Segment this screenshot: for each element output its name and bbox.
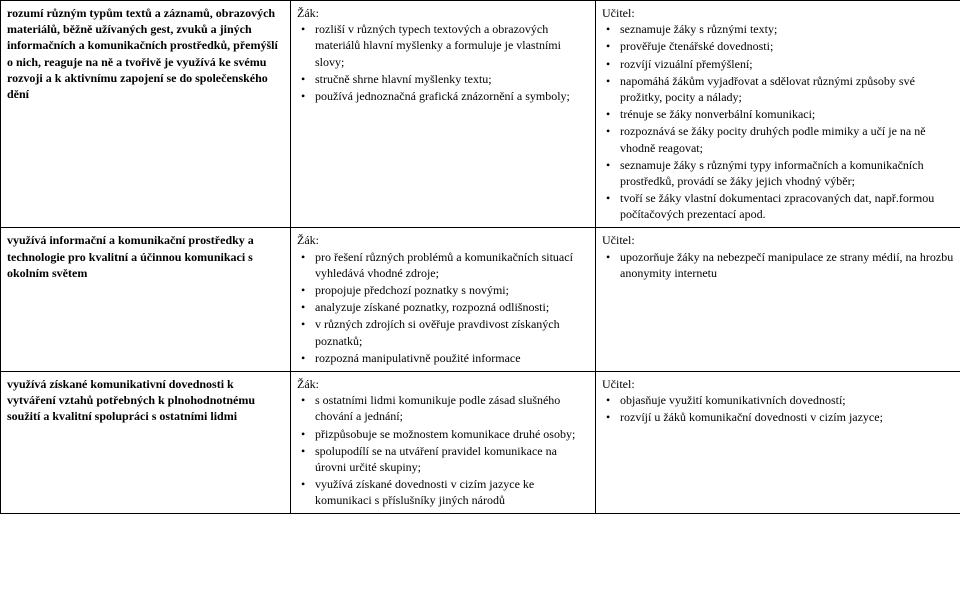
- student-list: pro řešení různých problémů a komunikačn…: [297, 249, 589, 366]
- cell-teacher: Učitel: objasňuje využití komunikativníc…: [596, 371, 960, 514]
- list-item: napomáhá žákům vyjadřovat a sdělovat růz…: [602, 73, 954, 105]
- list-item: rozpozná manipulativně použité informace: [297, 350, 589, 366]
- cell-teacher: Učitel: upozorňuje žáky na nebezpečí man…: [596, 228, 960, 372]
- student-list: s ostatními lidmi komunikuje podle zásad…: [297, 392, 589, 508]
- teacher-label: Učitel:: [602, 5, 954, 21]
- teacher-list: upozorňuje žáky na nebezpečí manipulace …: [602, 249, 954, 281]
- list-item: spolupodílí se na utváření pravidel komu…: [297, 443, 589, 475]
- list-item: analyzuje získané poznatky, rozpozná odl…: [297, 299, 589, 315]
- list-item: propojuje předchozí poznatky s novými;: [297, 282, 589, 298]
- list-item: přizpůsobuje se možnostem komunikace dru…: [297, 426, 589, 442]
- list-item: rozliší v různých typech textových a obr…: [297, 21, 589, 70]
- cell-competency: rozumí různým typům textů a záznamů, obr…: [1, 1, 291, 228]
- cell-competency: využívá získané komunikativní dovednosti…: [1, 371, 291, 514]
- list-item: trénuje se žáky nonverbální komunikaci;: [602, 106, 954, 122]
- teacher-list: seznamuje žáky s různými texty; prověřuj…: [602, 21, 954, 222]
- cell-student: Žák: rozliší v různých typech textových …: [291, 1, 596, 228]
- student-label: Žák:: [297, 376, 589, 392]
- teacher-label: Učitel:: [602, 376, 954, 392]
- list-item: stručně shrne hlavní myšlenky textu;: [297, 71, 589, 87]
- competency-text: využívá získané komunikativní dovednosti…: [7, 376, 284, 425]
- cell-student: Žák: pro řešení různých problémů a komun…: [291, 228, 596, 372]
- competency-text: rozumí různým typům textů a záznamů, obr…: [7, 5, 284, 102]
- cell-student: Žák: s ostatními lidmi komunikuje podle …: [291, 371, 596, 514]
- list-item: rozvíjí vizuální přemýšlení;: [602, 56, 954, 72]
- list-item: rozpoznává se žáky pocity druhých podle …: [602, 123, 954, 155]
- teacher-label: Učitel:: [602, 232, 954, 248]
- competency-text: využívá informační a komunikační prostře…: [7, 232, 284, 281]
- content-table: rozumí různým typům textů a záznamů, obr…: [0, 0, 960, 514]
- list-item: používá jednoznačná grafická znázornění …: [297, 88, 589, 104]
- student-label: Žák:: [297, 232, 589, 248]
- list-item: objasňuje využití komunikativních dovedn…: [602, 392, 954, 408]
- table-row: využívá získané komunikativní dovednosti…: [1, 371, 960, 514]
- list-item: seznamuje žáky s různými texty;: [602, 21, 954, 37]
- list-item: s ostatními lidmi komunikuje podle zásad…: [297, 392, 589, 424]
- list-item: tvoří se žáky vlastní dokumentaci zpraco…: [602, 190, 954, 222]
- table-row: využívá informační a komunikační prostře…: [1, 228, 960, 372]
- student-list: rozliší v různých typech textových a obr…: [297, 21, 589, 104]
- teacher-list: objasňuje využití komunikativních dovedn…: [602, 392, 954, 425]
- list-item: rozvíjí u žáků komunikační dovednosti v …: [602, 409, 954, 425]
- list-item: pro řešení různých problémů a komunikačn…: [297, 249, 589, 281]
- list-item: využívá získané dovednosti v cizím jazyc…: [297, 476, 589, 508]
- table-row: rozumí různým typům textů a záznamů, obr…: [1, 1, 960, 228]
- list-item: prověřuje čtenářské dovednosti;: [602, 38, 954, 54]
- cell-teacher: Učitel: seznamuje žáky s různými texty; …: [596, 1, 960, 228]
- student-label: Žák:: [297, 5, 589, 21]
- list-item: v různých zdrojích si ověřuje pravdivost…: [297, 316, 589, 348]
- list-item: seznamuje žáky s různými typy informační…: [602, 157, 954, 189]
- list-item: upozorňuje žáky na nebezpečí manipulace …: [602, 249, 954, 281]
- cell-competency: využívá informační a komunikační prostře…: [1, 228, 291, 372]
